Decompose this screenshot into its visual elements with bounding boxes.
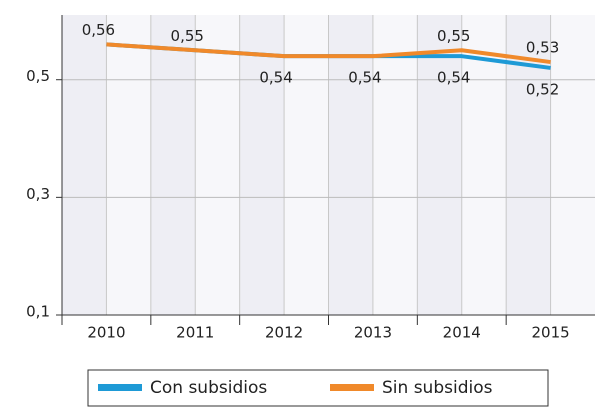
x-tick-label: 2010	[87, 324, 125, 342]
x-tick-label: 2014	[443, 324, 481, 342]
data-label: 0,54	[437, 69, 470, 87]
y-tick-label: 0,5	[26, 67, 50, 85]
band	[328, 15, 373, 315]
data-label: 0,54	[259, 69, 292, 87]
legend-swatch	[330, 384, 374, 391]
x-tick-label: 2013	[354, 324, 392, 342]
y-tick-label: 0,3	[26, 185, 50, 203]
x-tick-label: 2015	[531, 324, 569, 342]
x-tick-label: 2011	[176, 324, 214, 342]
band	[372, 15, 418, 315]
legend-label: Con subsidios	[150, 378, 267, 398]
band	[195, 15, 240, 315]
band	[106, 15, 151, 315]
y-tick-label: 0,1	[26, 303, 50, 321]
data-label: 0,56	[82, 21, 115, 39]
band	[284, 15, 329, 315]
data-label: 0,53	[526, 39, 559, 57]
band	[150, 15, 196, 315]
data-label: 0,54	[348, 69, 381, 87]
legend-swatch	[98, 384, 142, 391]
band	[461, 15, 507, 315]
data-label: 0,52	[526, 80, 559, 98]
data-label: 0,55	[437, 27, 470, 45]
band	[62, 15, 107, 315]
data-label: 0,55	[171, 27, 204, 45]
legend-label: Sin subsidios	[382, 378, 493, 398]
band	[239, 15, 285, 315]
band	[550, 15, 595, 315]
x-tick-label: 2012	[265, 324, 303, 342]
band	[417, 15, 462, 315]
line	[106, 42, 551, 65]
legend-box	[87, 369, 549, 407]
